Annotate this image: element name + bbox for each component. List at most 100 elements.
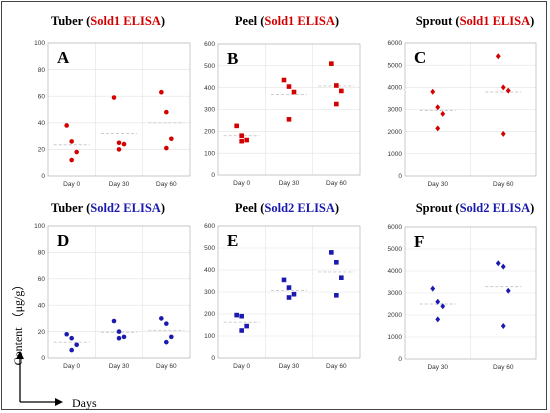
data-point	[69, 139, 74, 144]
x-tick-label: Day 0	[63, 181, 80, 188]
panel-letter: C	[414, 48, 426, 67]
x-tick-label: Day 30	[427, 364, 448, 371]
y-tick-label: 300	[204, 289, 215, 296]
data-point	[435, 298, 441, 305]
data-point	[64, 123, 69, 128]
chart-panel-e: Peel (Sold2 ELISA) 0 100 200 300 400 500 600 Day…	[204, 201, 361, 370]
data-point	[244, 323, 249, 329]
x-tick-label: Day 60	[326, 180, 347, 187]
data-point	[234, 312, 239, 318]
data-point	[164, 339, 169, 345]
chart-panel-c: Sprout (Sold1 ELISA) 0 1000 2000 3000 4000 500…	[388, 14, 537, 188]
chart-title: Tuber (Sold1 ELISA)	[51, 14, 165, 28]
y-tick-label: 400	[204, 267, 215, 274]
plot-area	[404, 42, 537, 177]
y-tick-label: 500	[204, 245, 215, 252]
y-tick-label: 4000	[388, 85, 403, 92]
chart-panel-a: Tuber (Sold1 ELISA) 0 20 40 60 80 100 Day 0 Day …	[34, 14, 191, 188]
data-point	[435, 125, 441, 132]
y-tick-label: 3000	[388, 290, 403, 297]
y-tick-label: 1000	[388, 151, 403, 158]
plot-area	[404, 226, 537, 360]
data-point	[164, 321, 169, 326]
panel-letter: E	[227, 231, 238, 250]
data-point	[281, 77, 287, 83]
data-point	[435, 104, 441, 111]
chart-title-main: Peel (	[235, 201, 265, 215]
panel-letter: A	[57, 48, 70, 67]
data-point	[121, 334, 127, 340]
data-point	[329, 61, 334, 66]
x-tick-label: Day 30	[279, 363, 300, 370]
data-point	[505, 87, 511, 94]
y-tick-label: 40	[38, 302, 46, 309]
data-point	[116, 147, 122, 152]
y-tick-label: 20	[38, 329, 46, 336]
data-point	[430, 88, 436, 95]
y-tick-label: 5000	[388, 246, 403, 253]
data-point	[286, 295, 292, 300]
x-tick-label: Day 30	[279, 180, 300, 187]
y-tick-label: 100	[34, 40, 45, 47]
y-tick-label: 300	[204, 107, 215, 114]
data-point	[500, 323, 506, 329]
y-tick-label: 40	[38, 120, 46, 127]
plot-area	[47, 42, 191, 177]
data-point	[286, 117, 292, 122]
panel-letter: F	[414, 232, 424, 251]
data-point	[159, 316, 164, 321]
data-point	[121, 141, 127, 147]
chart-title-end: )	[161, 201, 165, 215]
y-tick-label: 0	[211, 355, 215, 362]
data-point	[69, 347, 74, 353]
chart-title-accent: Sold1 ELISA	[264, 14, 335, 28]
y-tick-label: 5000	[388, 62, 403, 69]
y-tick-label: 60	[38, 93, 46, 100]
chart-title-end: )	[530, 201, 534, 215]
y-tick-label: 0	[41, 355, 45, 362]
data-point	[430, 285, 436, 292]
x-tick-label: Day 30	[109, 363, 130, 370]
up-arrowhead-icon	[16, 351, 24, 359]
x-tick-label: Day 0	[233, 363, 250, 370]
y-tick-label: 6000	[388, 224, 403, 231]
data-point	[286, 84, 292, 89]
data-point	[111, 95, 117, 100]
data-point	[339, 88, 344, 94]
days-arrow	[16, 351, 63, 406]
right-arrowhead-icon	[55, 398, 63, 406]
data-point	[74, 342, 79, 348]
data-point	[334, 101, 339, 107]
data-point	[116, 335, 122, 341]
x-tick-label: Day 30	[109, 181, 130, 188]
data-point	[334, 260, 339, 265]
chart-title: Sprout (Sold2 ELISA)	[416, 201, 535, 215]
chart-title-end: )	[530, 14, 534, 28]
data-point	[495, 53, 501, 60]
y-tick-label: 0	[211, 172, 215, 179]
chart-title-end: )	[161, 14, 165, 28]
data-point	[440, 110, 446, 117]
chart-title-accent: Sold1 ELISA	[90, 14, 161, 28]
y-axis-label: Content （μg/g）	[11, 279, 25, 366]
plot-area	[217, 225, 361, 359]
x-tick-label: Day 60	[326, 363, 347, 370]
data-point	[164, 145, 169, 151]
chart-title: Tuber (Sold2 ELISA)	[51, 201, 165, 215]
data-point	[169, 136, 174, 142]
data-point	[440, 303, 446, 310]
data-point	[329, 250, 334, 255]
chart-title-main: Tuber (	[51, 201, 90, 215]
chart-title-end: )	[335, 201, 339, 215]
data-point	[291, 89, 297, 95]
y-tick-label: 3000	[388, 107, 403, 114]
data-point	[116, 329, 122, 334]
data-point	[69, 335, 74, 341]
chart-panel-f: Sprout (Sold2 ELISA) 0 1000 2000 3000 4000 500…	[388, 201, 537, 371]
x-tick-label: Day 60	[493, 181, 514, 188]
chart-title-accent: Sold2 ELISA	[90, 201, 161, 215]
chart-panel-d: Tuber (Sold2 ELISA) 0 20 40 60 80 100 Day 0 Day …	[34, 201, 191, 370]
data-point	[239, 133, 244, 138]
y-tick-label: 100	[204, 150, 215, 157]
